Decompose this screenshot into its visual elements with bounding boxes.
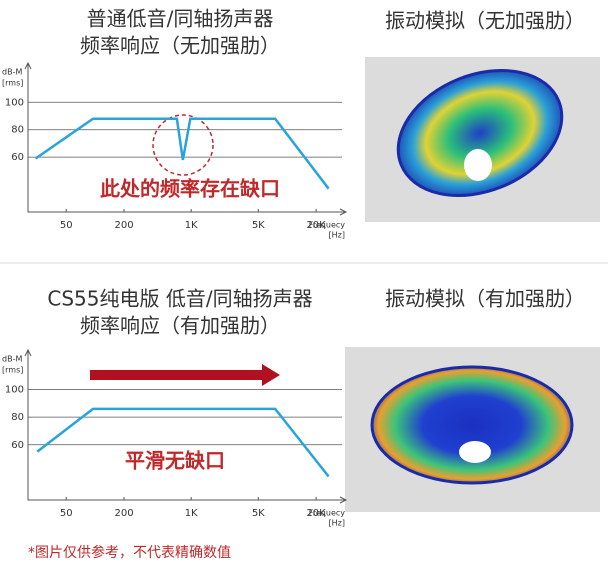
y-axis-label: [rms] [2, 79, 23, 88]
chart-title: CS55纯电版 低音/同轴扬声器 [47, 287, 312, 311]
chart-title: 普通低音/同轴扬声器 [87, 7, 274, 31]
speaker-hole [459, 441, 491, 463]
annotation: 平滑无缺口 [125, 449, 225, 473]
y-tick-label: 100 [5, 97, 24, 108]
speaker-cone [370, 365, 574, 485]
x-tick-label: 1K [185, 508, 198, 519]
axis [27, 64, 345, 213]
annotation: 此处的频率存在缺口 [100, 177, 280, 201]
y-tick-label: 80 [11, 125, 24, 136]
x-tick-label: 20K [306, 220, 326, 231]
line-series [36, 407, 330, 478]
y-tick-label: 60 [11, 440, 24, 451]
x-tick-label: 50 [60, 508, 73, 519]
x-tick-label: 5K [252, 220, 265, 231]
simulation-title: 振动模拟（无加强肋） [385, 9, 585, 33]
speaker-hole [464, 149, 492, 181]
chart-title: 频率响应（无加强肋） [80, 34, 280, 58]
axis [27, 351, 345, 501]
x-tick-label: 1K [185, 220, 198, 231]
axis-arrow [24, 61, 348, 216]
simulation-title: 振动模拟（有加强肋） [385, 287, 585, 311]
arrow [90, 364, 280, 386]
x-axis-label: Frequecy [309, 509, 346, 518]
footnote: *图片仅供参考，不代表精确数值 [28, 544, 231, 561]
speaker-cone [396, 69, 564, 197]
y-tick-label: 60 [11, 152, 24, 163]
chart-title: 频率响应（有加强肋） [80, 314, 280, 338]
x-tick-label: 5K [252, 508, 265, 519]
x-axis-label: [Hz] [329, 519, 345, 528]
axis-arrow [24, 348, 348, 504]
y-tick-label: 100 [5, 385, 24, 396]
y-axis-label: dB-M [2, 355, 22, 364]
y-axis-label: dB-M [2, 68, 22, 77]
x-tick-label: 200 [114, 508, 133, 519]
x-tick-label: 20K [306, 508, 326, 519]
x-tick-label: 50 [60, 220, 73, 231]
line-series [34, 117, 330, 190]
x-axis-label: Frequecy [309, 221, 346, 230]
x-axis-label: [Hz] [329, 231, 345, 240]
y-axis-label: [rms] [2, 366, 23, 375]
highlight-circle [152, 114, 214, 176]
x-tick-label: 200 [114, 220, 133, 231]
y-tick-label: 80 [11, 412, 24, 423]
